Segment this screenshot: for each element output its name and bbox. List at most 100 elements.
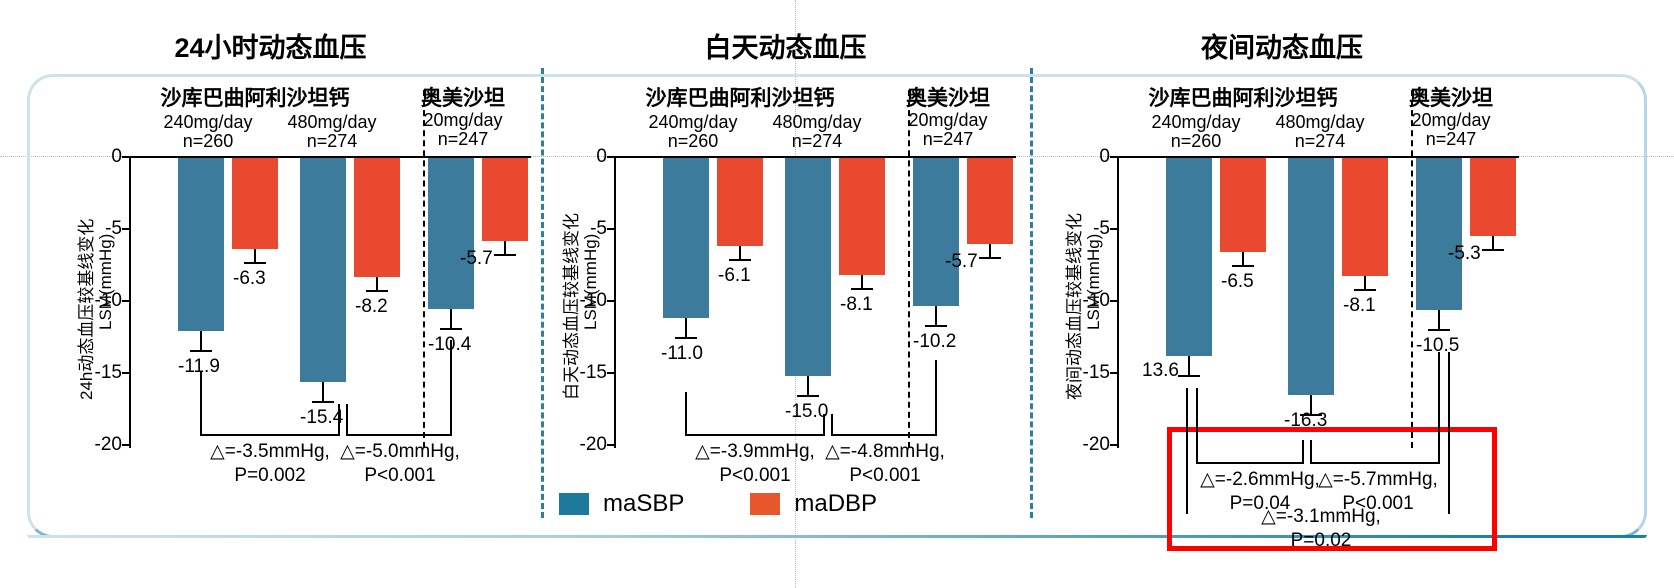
errorcap-dbp-240mg xyxy=(1232,265,1254,267)
errorbar-dbp-20mg xyxy=(504,241,506,255)
value-sbp-480mg: -15.0 xyxy=(785,401,829,422)
group-header-240mg-night: 沙库巴曲阿利沙坦钙 xyxy=(1128,87,1358,111)
value-dbp-480mg: -8.1 xyxy=(840,294,873,315)
y-tick-minus20: -20 xyxy=(94,434,122,455)
group-header-240mg-day: 沙库巴曲阿利沙坦钙 xyxy=(625,87,855,111)
group-dose-480mg-24h: 480mg/day n=274 xyxy=(272,112,392,152)
bar-dbp-20mg xyxy=(967,158,1013,244)
y-tick-mark-0 xyxy=(1110,156,1118,158)
bracket-left-arm xyxy=(346,404,348,435)
errorbar-sbp-240mg xyxy=(685,318,687,338)
bar-sbp-240mg xyxy=(1166,158,1212,356)
group-n: n=247 xyxy=(1425,129,1477,150)
group-n: n=274 xyxy=(306,131,358,152)
errorbar-dbp-480mg xyxy=(861,275,863,289)
bracket-right-arm xyxy=(1448,352,1450,514)
errorbar-dbp-240mg xyxy=(739,246,741,260)
annotation-pvalue: P=0.002 xyxy=(234,464,306,486)
annotation-comparison-2-day: △=-4.8mmHg, P<0.001 xyxy=(805,440,965,488)
bar-sbp-20mg xyxy=(1416,158,1462,310)
y-tick-minus5: -5 xyxy=(105,218,122,239)
annotation-pvalue: P<0.001 xyxy=(719,464,791,486)
y-tick-mark-minus15 xyxy=(607,372,615,374)
bar-dbp-20mg xyxy=(482,158,528,241)
annotation-pvalue: P=0.02 xyxy=(1290,529,1352,551)
group-dose: 240mg/day xyxy=(1151,112,1241,132)
y-tick-mark-0 xyxy=(607,156,615,158)
group-divider-24h xyxy=(423,90,425,448)
annotation-pvalue: P<0.001 xyxy=(1342,492,1414,514)
y-tick-mark-minus10 xyxy=(122,300,130,302)
chart-card xyxy=(27,74,1647,538)
value-sbp-20mg: -10.5 xyxy=(1416,335,1460,356)
errorbar-sbp-480mg xyxy=(322,382,324,402)
x-axis-line xyxy=(614,156,1016,158)
y-tick-mark-minus20 xyxy=(1110,444,1118,446)
errorcap-sbp-240mg xyxy=(190,350,212,352)
annotation-delta: △=-3.5mmHg, xyxy=(210,441,330,462)
bracket-crossbar xyxy=(685,434,825,436)
bar-sbp-480mg xyxy=(1288,158,1334,395)
group-dose: 20mg/day xyxy=(908,109,988,130)
bracket-left-arm xyxy=(685,392,687,435)
bar-dbp-480mg xyxy=(839,158,885,275)
errorcap-sbp-20mg xyxy=(440,328,462,330)
group-dose-240mg-day: 240mg/day n=260 xyxy=(633,112,753,152)
annotation-comparison-1-night: △=-2.6mmHg, P=0.04 xyxy=(1180,468,1340,516)
errorcap-sbp-20mg xyxy=(1428,329,1450,331)
panel-24h: 24小时动态血压 沙库巴曲阿利沙坦钙 240mg/day n=260 480mg… xyxy=(0,0,541,588)
y-axis-title-line2: LSM(mmHg) xyxy=(581,233,600,330)
group-header-olmesartan-24h: 奥美沙坦 20mg/day n=247 xyxy=(398,87,528,150)
y-tick-mark-minus20 xyxy=(122,444,130,446)
group-dose: 20mg/day xyxy=(1411,109,1491,130)
y-tick-0: 0 xyxy=(111,146,122,167)
y-axis-title-line2: LSM(mmHg) xyxy=(1084,233,1103,330)
y-tick-mark-minus10 xyxy=(1110,300,1118,302)
y-tick-mark-minus10 xyxy=(607,300,615,302)
legend-label-masbp: maSBP xyxy=(603,490,685,517)
value-sbp-20mg: -10.2 xyxy=(913,331,957,352)
annotation-comparison-2-night: △=-5.7mmHg, P<0.001 xyxy=(1298,468,1458,516)
value-sbp-480mg: -16.3 xyxy=(1284,410,1328,431)
group-drug-name: 奥美沙坦 xyxy=(421,87,505,110)
bracket-right-arm xyxy=(338,404,340,435)
errorcap-sbp-480mg xyxy=(312,401,334,403)
group-drug-name: 沙库巴曲阿利沙坦钙 xyxy=(1148,87,1338,110)
errorcap-dbp-240mg xyxy=(244,262,266,264)
bar-sbp-480mg xyxy=(300,158,346,382)
errorbar-sbp-240mg xyxy=(1188,356,1190,376)
group-n: n=274 xyxy=(791,131,843,152)
errorcap-dbp-240mg xyxy=(729,259,751,261)
group-dose: 480mg/day xyxy=(772,112,862,132)
y-tick-mark-minus15 xyxy=(122,372,130,374)
bracket-right-arm xyxy=(1302,440,1304,463)
group-divider-night xyxy=(1411,90,1413,448)
value-sbp-480mg: -15.4 xyxy=(300,407,344,428)
group-header-240mg-24h: 沙库巴曲阿利沙坦钙 xyxy=(140,87,370,111)
annotation-delta: △=-4.8mmHg, xyxy=(825,441,945,462)
value-sbp-20mg: -10.4 xyxy=(428,334,471,356)
annotation-delta: △=-5.7mmHg, xyxy=(1318,469,1438,490)
y-tick-minus10: -10 xyxy=(94,290,122,311)
panel-title-24h: 24小时动态血压 xyxy=(174,33,367,63)
annotation-comparison-3-night: △=-3.1mmHg, P=0.02 xyxy=(1236,505,1406,553)
errorcap-sbp-480mg xyxy=(1300,414,1322,416)
y-tick-minus10: -10 xyxy=(579,290,607,311)
group-drug-name: 奥美沙坦 xyxy=(906,87,990,110)
errorcap-dbp-480mg xyxy=(1354,289,1376,291)
errorcap-sbp-240mg xyxy=(675,337,697,339)
y-tick-mark-minus5 xyxy=(1110,228,1118,230)
bracket-left-arm xyxy=(1196,388,1198,463)
bar-sbp-240mg xyxy=(663,158,709,318)
bar-dbp-480mg xyxy=(1342,158,1388,276)
y-tick-0: 0 xyxy=(1099,146,1110,167)
y-axis-line xyxy=(1117,157,1119,448)
errorbar-sbp-480mg xyxy=(1310,395,1312,415)
group-dose: 240mg/day xyxy=(648,112,738,132)
errorbar-sbp-20mg xyxy=(935,306,937,326)
legend-swatch-madbp xyxy=(750,493,781,515)
y-tick-minus5: -5 xyxy=(1093,218,1110,239)
highlight-box-night xyxy=(1167,427,1497,551)
errorbar-sbp-20mg xyxy=(1438,310,1440,330)
value-dbp-240mg: -6.1 xyxy=(718,265,751,286)
